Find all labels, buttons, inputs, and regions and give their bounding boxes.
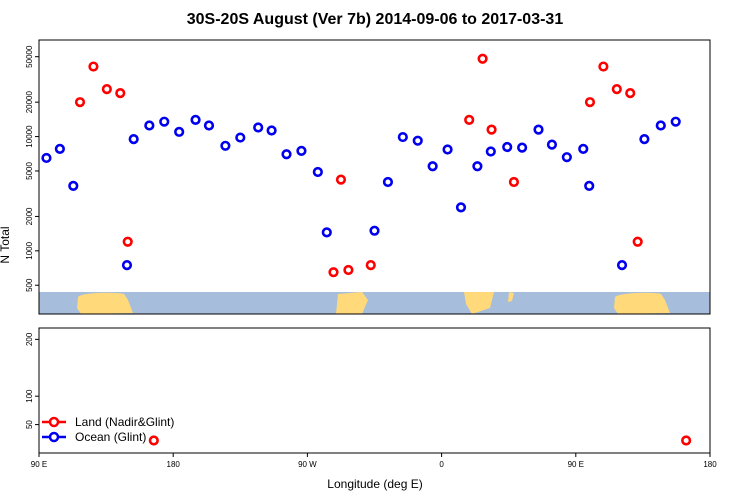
legend-item-ocean: Ocean (Glint) — [42, 430, 146, 444]
ocean-point — [235, 132, 246, 143]
ocean-point — [455, 202, 467, 213]
top-y-tick-label: 5000 — [25, 162, 34, 180]
land-point — [74, 97, 86, 108]
land-point — [101, 84, 112, 95]
ocean-point — [190, 114, 201, 125]
legend: Land (Nadir&Glint) Ocean (Glint) — [42, 415, 174, 444]
africa-landmass — [464, 292, 494, 314]
ocean-point — [639, 134, 650, 145]
ocean-point — [253, 122, 264, 133]
ocean-point — [41, 152, 52, 164]
ocean-band — [39, 292, 710, 314]
land-point — [625, 88, 636, 99]
bottom-panel: 50 100 200 90 E 180 90 W 0 90 E 180 — [25, 327, 717, 469]
land-point — [464, 114, 475, 125]
top-plot-frame — [38, 39, 711, 315]
ocean-point — [296, 145, 307, 156]
bottom-y-tick-label: 50 — [25, 420, 34, 429]
ocean-point — [321, 227, 332, 238]
x-tick-label: 90 E — [31, 460, 47, 469]
ocean-point — [382, 176, 394, 188]
land-point — [88, 61, 99, 72]
america-landmass — [336, 292, 368, 314]
x-tick-label: 0 — [439, 460, 444, 469]
x-tick-label: 180 — [167, 460, 181, 469]
x-tick-label: 90 E — [568, 460, 584, 469]
ocean-point — [220, 140, 231, 151]
top-y-tick-label: 20000 — [25, 90, 34, 113]
ocean-point — [412, 135, 423, 146]
land-point-bottom — [681, 435, 692, 446]
ocean-point — [427, 161, 438, 172]
x-axis: 90 E 180 90 W 0 90 E 180 — [31, 453, 717, 469]
ocean-point — [561, 152, 572, 163]
ocean-point — [312, 166, 323, 178]
ocean-point — [121, 260, 133, 271]
y-axis-label: N Total — [0, 226, 12, 263]
land-point — [115, 88, 126, 99]
bottom-y-tick-label: 200 — [25, 332, 34, 346]
chart-title: 30S-20S August (Ver 7b) 2014-09-06 to 20… — [187, 11, 564, 28]
ocean-point — [616, 260, 628, 271]
legend-label-ocean: Ocean (Glint) — [75, 430, 146, 444]
ocean-point — [578, 143, 589, 154]
world-map-strip — [39, 292, 710, 314]
ocean-point — [281, 149, 292, 160]
ocean-point — [159, 116, 170, 127]
ocean-point — [68, 180, 79, 192]
top-y-tick-label: 1000 — [25, 241, 34, 259]
ocean-point — [174, 126, 185, 137]
ocean-point — [144, 120, 155, 131]
land-point — [477, 53, 488, 64]
ocean-point — [533, 124, 544, 135]
land-point — [584, 97, 596, 108]
ocean-point — [472, 161, 483, 172]
ocean-point — [546, 139, 558, 150]
ocean-point — [485, 146, 496, 157]
bottom-y-axis: 50 100 200 — [25, 332, 39, 429]
bottom-plot-frame — [38, 327, 711, 454]
top-points — [41, 53, 681, 278]
madagascar-landmass — [508, 292, 514, 302]
ocean-point — [584, 180, 595, 192]
ocean-point — [54, 143, 65, 154]
top-y-tick-label: 500 — [25, 278, 34, 292]
legend-label-land: Land (Nadir&Glint) — [75, 415, 174, 429]
x-tick-label: 180 — [703, 460, 717, 469]
top-y-tick-label: 50000 — [25, 45, 34, 68]
ocean-point — [442, 144, 453, 155]
ocean-point — [397, 131, 408, 143]
ocean-point — [655, 120, 666, 131]
ocean-point — [128, 134, 139, 145]
x-tick-label: 90 W — [298, 460, 317, 469]
bottom-y-tick-label: 100 — [25, 389, 34, 403]
australia-landmass-2 — [614, 292, 670, 314]
land-point — [611, 84, 622, 95]
top-y-axis: 500 1000 2000 5000 10000 20000 50000 — [25, 45, 39, 292]
land-point — [365, 260, 376, 271]
land-point-bottom — [148, 435, 159, 446]
land-point — [328, 267, 339, 278]
top-y-tick-label: 10000 — [25, 125, 34, 148]
top-panel: 500 1000 2000 5000 10000 20000 50000 — [25, 39, 711, 315]
ocean-point — [502, 141, 513, 153]
ocean-point — [203, 120, 215, 131]
australia-landmass — [77, 292, 133, 314]
ocean-point — [670, 116, 681, 127]
land-point — [632, 236, 643, 247]
ocean-point — [369, 225, 380, 236]
ocean-point — [517, 142, 528, 153]
legend-item-land: Land (Nadir&Glint) — [42, 415, 174, 429]
x-axis-label: Longitude (deg E) — [327, 477, 422, 491]
bottom-points — [148, 435, 692, 446]
land-point — [486, 124, 497, 135]
land-point — [122, 236, 133, 247]
land-point — [508, 176, 520, 188]
land-point — [598, 61, 609, 72]
land-point — [335, 174, 347, 185]
top-y-tick-label: 2000 — [25, 207, 34, 225]
ocean-point — [266, 125, 277, 136]
land-point — [343, 264, 354, 276]
